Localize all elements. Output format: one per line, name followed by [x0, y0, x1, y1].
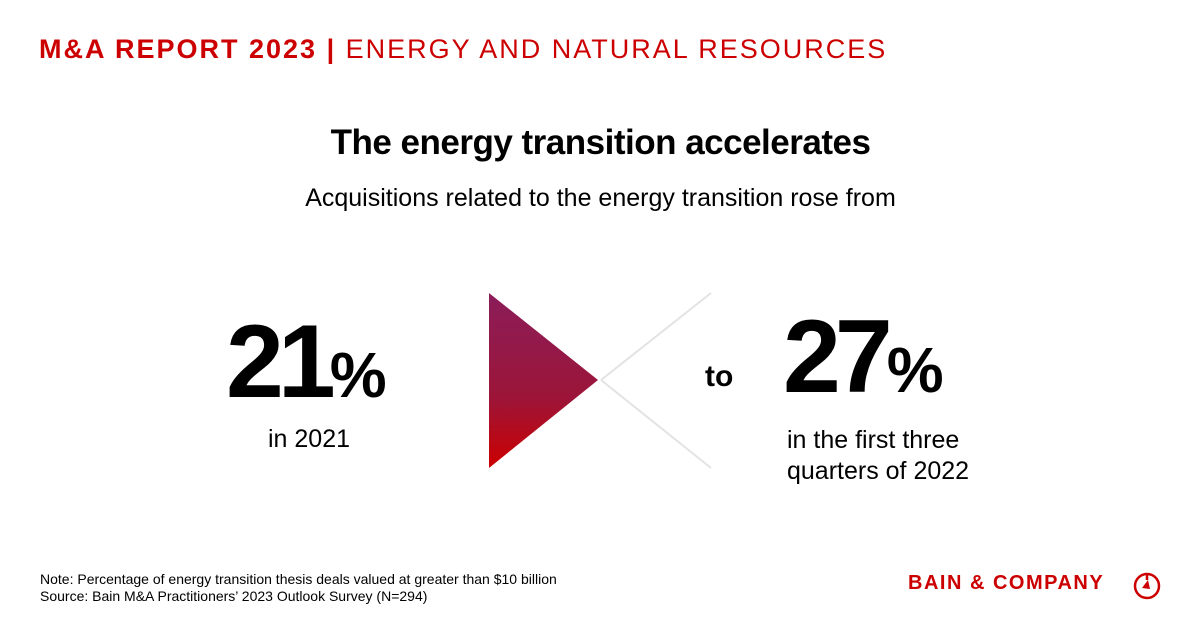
bain-logo-icon — [1133, 572, 1161, 600]
report-header: M&A REPORT 2023 | ENERGY AND NATURAL RES… — [39, 34, 887, 65]
headline: The energy transition accelerates — [330, 123, 871, 162]
note-text: Note: Percentage of energy transition th… — [40, 571, 557, 587]
subheadline: Acquisitions related to the energy trans… — [305, 184, 896, 212]
stat-2022-label-line2: quarters of 2022 — [787, 457, 970, 485]
header-separator: | — [326, 34, 337, 64]
stat-2022-label-line1: in the first three — [787, 426, 960, 454]
stat-2021-unit: % — [329, 339, 387, 411]
play-triangle-icon — [489, 293, 598, 468]
sector-title: ENERGY AND NATURAL RESOURCES — [345, 34, 888, 64]
brand-name: BAIN & COMPANY — [908, 572, 1105, 594]
stat-2022-value: 27 — [783, 299, 893, 415]
divider-line-upper — [600, 292, 712, 381]
stat-2021: 21% — [226, 310, 387, 414]
stat-2021-value: 21 — [226, 304, 336, 420]
divider-line-lower — [600, 379, 712, 469]
arrow-graphic — [489, 292, 712, 469]
stat-2022-unit: % — [886, 334, 944, 406]
stat-2022-label: in the first three quarters of 2022 — [787, 425, 969, 487]
brand-logo: BAIN & COMPANY — [908, 572, 1104, 595]
connector-text: to — [705, 360, 734, 393]
report-title: M&A REPORT 2023 — [39, 34, 318, 64]
footnote: Note: Percentage of energy transition th… — [40, 571, 557, 605]
stat-2021-label: in 2021 — [268, 425, 351, 453]
stat-2022: 27% — [783, 305, 944, 409]
source-text: Source: Bain M&A Practitioners’ 2023 Out… — [40, 588, 428, 604]
